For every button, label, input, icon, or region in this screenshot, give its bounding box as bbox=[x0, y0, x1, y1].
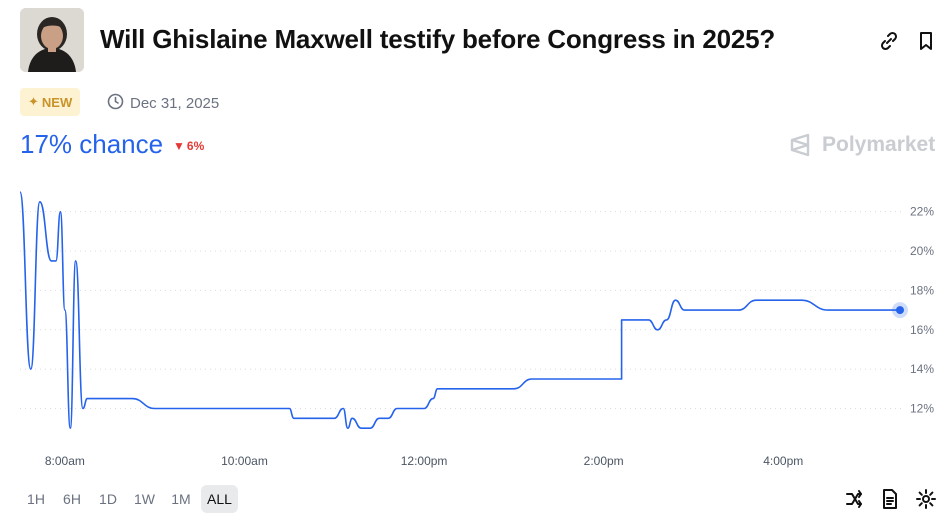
new-badge: ✦ NEW bbox=[20, 88, 81, 116]
change-value: 6% bbox=[186, 139, 205, 153]
y-tick-label: 22% bbox=[910, 205, 934, 219]
end-date-label: Dec 31, 2025 bbox=[130, 95, 220, 112]
down-triangle-icon: ▼ bbox=[173, 139, 185, 153]
market-title: Will Ghislaine Maxwell testify before Co… bbox=[100, 24, 776, 54]
chance-value: 17% chance bbox=[20, 129, 164, 159]
shuffle-icon[interactable] bbox=[843, 488, 865, 510]
x-tick-label: 12:00pm bbox=[401, 454, 448, 468]
y-tick-label: 20% bbox=[910, 244, 934, 258]
y-tick-label: 18% bbox=[910, 283, 934, 297]
sparkle-icon: ✦ bbox=[28, 94, 39, 109]
current-point bbox=[896, 306, 904, 315]
y-tick-label: 16% bbox=[910, 323, 934, 337]
y-tick-label: 14% bbox=[910, 362, 934, 376]
clock-icon bbox=[107, 93, 124, 114]
price-line bbox=[19, 191, 900, 429]
badge-label: NEW bbox=[41, 94, 73, 110]
x-tick-label: 2:00pm bbox=[584, 454, 624, 468]
range-button-1m[interactable]: 1M bbox=[171, 491, 191, 507]
polymarket-logo: Polymarket bbox=[788, 132, 935, 158]
range-button-all[interactable]: ALL bbox=[201, 485, 238, 513]
range-button-1w[interactable]: 1W bbox=[134, 491, 155, 507]
change-indicator: ▼ 6% bbox=[173, 139, 204, 153]
x-tick-label: 4:00pm bbox=[763, 454, 803, 468]
link-icon[interactable] bbox=[878, 30, 900, 52]
polymarket-logo-icon bbox=[790, 133, 810, 157]
end-date: Dec 31, 2025 bbox=[107, 93, 219, 114]
range-button-6h[interactable]: 6H bbox=[63, 491, 81, 507]
x-tick-label: 8:00am bbox=[45, 454, 85, 468]
price-chart[interactable]: 22% 20% 18% 16% 14% 12% 8:00am 10:00am 12:00pm 2:… bbox=[0, 180, 945, 475]
gear-icon[interactable] bbox=[915, 488, 937, 510]
x-tick-label: 10:00am bbox=[221, 454, 268, 468]
range-button-1d[interactable]: 1D bbox=[99, 491, 117, 507]
brand-name: Polymarket bbox=[822, 133, 936, 156]
market-image bbox=[20, 8, 84, 72]
bookmark-icon[interactable] bbox=[915, 30, 937, 52]
document-icon[interactable] bbox=[879, 488, 901, 510]
y-tick-label: 12% bbox=[910, 401, 934, 415]
time-range-selector: 1H 6H 1D 1W 1M ALL bbox=[20, 485, 238, 513]
range-button-1h[interactable]: 1H bbox=[27, 491, 45, 507]
